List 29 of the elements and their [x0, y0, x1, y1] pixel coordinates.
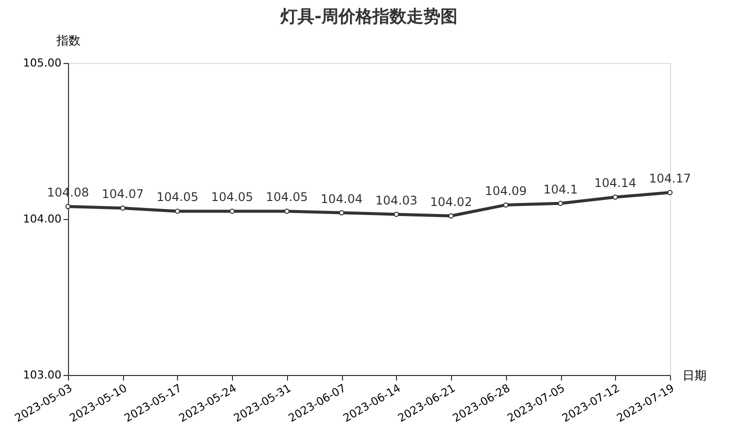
data-label: 104.02: [430, 194, 472, 209]
y-tick-label: 103.00: [23, 368, 62, 382]
point: [120, 205, 126, 211]
data-label: 104.05: [266, 190, 308, 204]
data-label: 104.09: [484, 184, 527, 198]
point: [448, 213, 454, 218]
data-label: 104.1: [543, 182, 578, 196]
data-label: 104.03: [375, 193, 418, 208]
point: [284, 208, 290, 214]
data-label: 104.05: [211, 190, 254, 204]
point: [612, 194, 618, 200]
chart-title: 灯具-周价格指数走势图: [279, 7, 458, 27]
data-label: 104.17: [649, 171, 691, 186]
x-axis-title: 日期: [682, 368, 706, 382]
point: [230, 208, 235, 214]
point: [558, 200, 564, 206]
y-axis-title: 指数: [56, 34, 80, 48]
point: [65, 204, 71, 210]
point: [339, 210, 344, 216]
y-tick-label: 104.00: [23, 212, 62, 226]
point: [667, 190, 673, 196]
data-label: 104.05: [156, 190, 198, 204]
data-label: 104.04: [320, 192, 363, 206]
data-label: 104.07: [102, 187, 144, 202]
point: [394, 212, 399, 217]
point: [174, 208, 180, 214]
point: [503, 202, 508, 208]
y-tick-label: 105.00: [23, 56, 62, 70]
data-label: 104.14: [594, 176, 636, 190]
